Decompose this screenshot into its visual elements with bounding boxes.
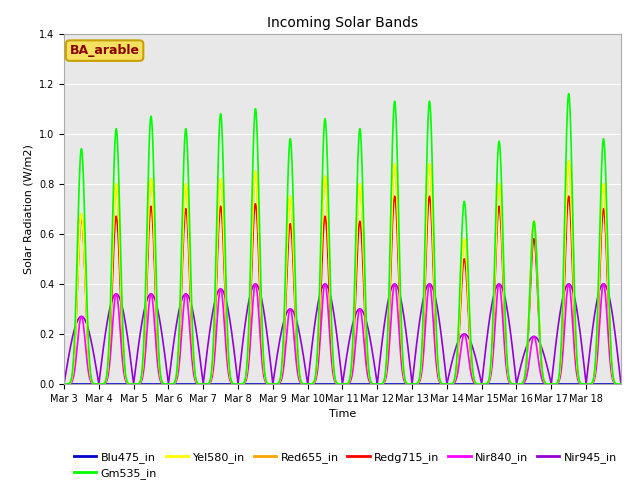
- Nir945_in: [393, 283, 401, 289]
- Gm535_in: [175, 319, 183, 325]
- Yel580_in: [175, 333, 183, 338]
- Gm535_in: [60, 381, 68, 387]
- Red655_in: [495, 181, 503, 187]
- Line: Redg715_in: Redg715_in: [64, 196, 621, 384]
- Nir945_in: [523, 344, 531, 349]
- Yel580_in: [393, 192, 401, 198]
- Blu475_in: [523, 381, 531, 387]
- Line: Gm535_in: Gm535_in: [64, 94, 621, 384]
- Blu475_in: [617, 381, 625, 387]
- Redg715_in: [495, 204, 503, 209]
- Red655_in: [617, 381, 625, 387]
- Red655_in: [565, 158, 573, 164]
- Nir840_in: [364, 369, 371, 375]
- Red655_in: [537, 350, 545, 356]
- Red655_in: [60, 381, 68, 387]
- Yel580_in: [565, 158, 573, 164]
- Legend: Blu475_in, Gm535_in, Yel580_in, Red655_in, Redg715_in, Nir840_in, Nir945_in: Blu475_in, Gm535_in, Yel580_in, Red655_i…: [70, 447, 621, 480]
- Yel580_in: [363, 348, 371, 353]
- Y-axis label: Solar Radiation (W/m2): Solar Radiation (W/m2): [23, 144, 33, 274]
- Gm535_in: [565, 91, 573, 96]
- Blu475_in: [393, 381, 401, 387]
- Redg715_in: [617, 381, 625, 387]
- Redg715_in: [523, 360, 531, 366]
- Nir840_in: [60, 381, 68, 387]
- Nir945_in: [175, 306, 183, 312]
- Gm535_in: [495, 138, 503, 144]
- Blu475_in: [175, 381, 183, 387]
- Red655_in: [523, 359, 531, 365]
- Redg715_in: [175, 339, 183, 345]
- Nir840_in: [393, 297, 401, 303]
- Red655_in: [393, 192, 401, 198]
- Yel580_in: [60, 381, 68, 387]
- Gm535_in: [617, 381, 625, 387]
- Blu475_in: [495, 381, 503, 387]
- Nir840_in: [617, 381, 625, 387]
- Redg715_in: [391, 193, 399, 199]
- Nir840_in: [537, 372, 545, 378]
- Text: BA_arable: BA_arable: [70, 44, 140, 57]
- Blu475_in: [60, 381, 68, 387]
- Nir945_in: [364, 322, 371, 327]
- Yel580_in: [495, 181, 503, 187]
- Redg715_in: [363, 354, 371, 360]
- Line: Nir945_in: Nir945_in: [64, 284, 621, 384]
- Line: Nir840_in: Nir840_in: [64, 284, 621, 384]
- Gm535_in: [523, 359, 531, 365]
- Gm535_in: [537, 350, 545, 356]
- Yel580_in: [617, 381, 625, 387]
- Red655_in: [363, 348, 371, 353]
- Red655_in: [175, 333, 183, 338]
- Nir945_in: [537, 343, 545, 348]
- Nir945_in: [617, 380, 625, 386]
- Nir840_in: [523, 374, 531, 380]
- Redg715_in: [537, 355, 545, 361]
- Blu475_in: [363, 381, 371, 387]
- Gm535_in: [363, 338, 371, 344]
- Redg715_in: [60, 381, 68, 387]
- Gm535_in: [393, 139, 401, 144]
- Yel580_in: [523, 359, 531, 365]
- Redg715_in: [393, 223, 401, 229]
- Line: Red655_in: Red655_in: [64, 161, 621, 384]
- Nir840_in: [495, 281, 503, 287]
- Nir945_in: [495, 281, 503, 287]
- X-axis label: Time: Time: [329, 409, 356, 419]
- Nir840_in: [252, 281, 259, 287]
- Line: Yel580_in: Yel580_in: [64, 161, 621, 384]
- Title: Incoming Solar Bands: Incoming Solar Bands: [267, 16, 418, 30]
- Blu475_in: [537, 381, 545, 387]
- Nir840_in: [175, 360, 183, 365]
- Yel580_in: [537, 350, 545, 356]
- Nir945_in: [60, 381, 68, 387]
- Nir945_in: [252, 281, 259, 287]
